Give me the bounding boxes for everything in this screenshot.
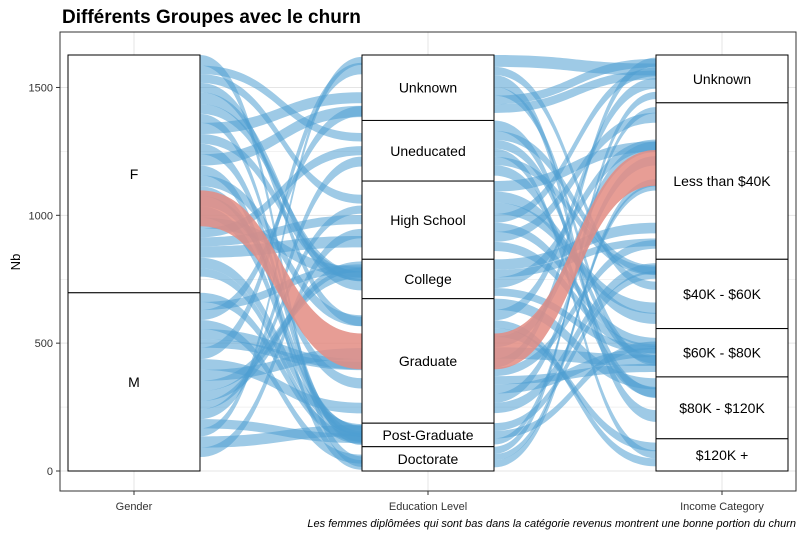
- stratum-label: Uneducated: [390, 143, 466, 159]
- flow-ribbon: [494, 86, 656, 366]
- stratum-label: $60K - $80K: [683, 345, 761, 361]
- stratum-box: [67, 292, 201, 472]
- flow-ribbon: [494, 112, 656, 242]
- chart-caption: Les femmes diplômées qui sont bas dans l…: [307, 518, 796, 530]
- flow-ribbon: [494, 78, 656, 321]
- stratum-layer: F M Unknown Uneducated High School College Gra…: [67, 54, 789, 472]
- flow-ribbon: [494, 241, 656, 354]
- stratum-box: [361, 180, 495, 260]
- flow-ribbon: [200, 261, 362, 402]
- stratum-box: [655, 258, 789, 330]
- axis-ticks: Gender Education Level Income Category 0 500…: [29, 82, 765, 513]
- stratum-box: [655, 376, 789, 440]
- flow-ribbon: [494, 141, 656, 192]
- flow-ribbon: [494, 222, 656, 347]
- stratum-label: High School: [390, 212, 466, 228]
- flow-layer: [200, 55, 656, 470]
- flow-ribbon: [494, 271, 656, 431]
- stratum-box: [361, 298, 495, 424]
- y-axis-label: Nb: [8, 254, 23, 271]
- stratum-label: M: [128, 374, 140, 390]
- stratum-box: [361, 119, 495, 182]
- stratum-label: $40K - $60K: [683, 286, 761, 302]
- stratum-label: Unknown: [399, 80, 457, 96]
- stratum-box: [67, 54, 201, 294]
- flow-ribbon: [200, 65, 362, 142]
- stratum-box: [655, 328, 789, 378]
- stratum-label: $80K - $120K: [679, 400, 765, 416]
- flow-ribbon: [494, 347, 656, 394]
- flow-ribbon: [200, 206, 362, 437]
- stratum-box: [361, 258, 495, 300]
- stratum-box: [655, 102, 789, 260]
- flow-ribbon: [200, 320, 362, 464]
- y-tick-label: 1500: [29, 82, 53, 94]
- flow-ribbon: [494, 240, 656, 377]
- y-tick-label: 1000: [29, 210, 53, 222]
- flow-ribbon: [494, 156, 656, 403]
- y-tick-label: 500: [35, 338, 53, 350]
- stratum-box: [361, 446, 495, 472]
- x-tick-label: Education Level: [389, 501, 467, 513]
- flow-ribbon: [200, 425, 362, 448]
- x-tick-label: Gender: [116, 501, 153, 513]
- flow-ribbon: [494, 298, 656, 390]
- stratum-label: Graduate: [399, 353, 458, 369]
- flow-ribbon: [494, 263, 656, 414]
- chart-title: Différents Groupes avec le churn: [62, 7, 361, 28]
- stratum-box: [361, 54, 495, 121]
- flow-ribbon: [494, 58, 656, 105]
- stratum-label: Unknown: [693, 71, 751, 87]
- flow-ribbon: [200, 55, 362, 467]
- flow-ribbon: [494, 347, 656, 367]
- flow-ribbon: [200, 146, 362, 238]
- stratum-label: Post-Graduate: [382, 427, 473, 443]
- churn-flow: [200, 190, 362, 370]
- flow-ribbon: [200, 339, 362, 371]
- stratum-label: F: [130, 166, 139, 182]
- y-tick-label: 0: [47, 466, 53, 478]
- flow-ribbon: [200, 105, 362, 166]
- flow-ribbon: [200, 62, 362, 360]
- flow-ribbon: [494, 341, 656, 439]
- flow-ribbon: [200, 228, 362, 458]
- churn-flow: [494, 149, 656, 370]
- flow-ribbon: [494, 70, 656, 113]
- stratum-box: [655, 438, 789, 472]
- stratum-label: $120K +: [696, 447, 749, 463]
- x-tick-label: Income Category: [680, 501, 764, 513]
- flow-ribbon: [200, 205, 362, 410]
- stratum-label: Less than $40K: [673, 173, 771, 189]
- stratum-box: [655, 54, 789, 104]
- flow-ribbon: [494, 179, 656, 468]
- stratum-label: Doctorate: [398, 451, 459, 467]
- flow-ribbon: [200, 56, 362, 437]
- flow-ribbon: [494, 57, 656, 368]
- flow-ribbon: [494, 67, 656, 223]
- stratum-label: College: [404, 271, 452, 287]
- flow-ribbon: [494, 148, 656, 459]
